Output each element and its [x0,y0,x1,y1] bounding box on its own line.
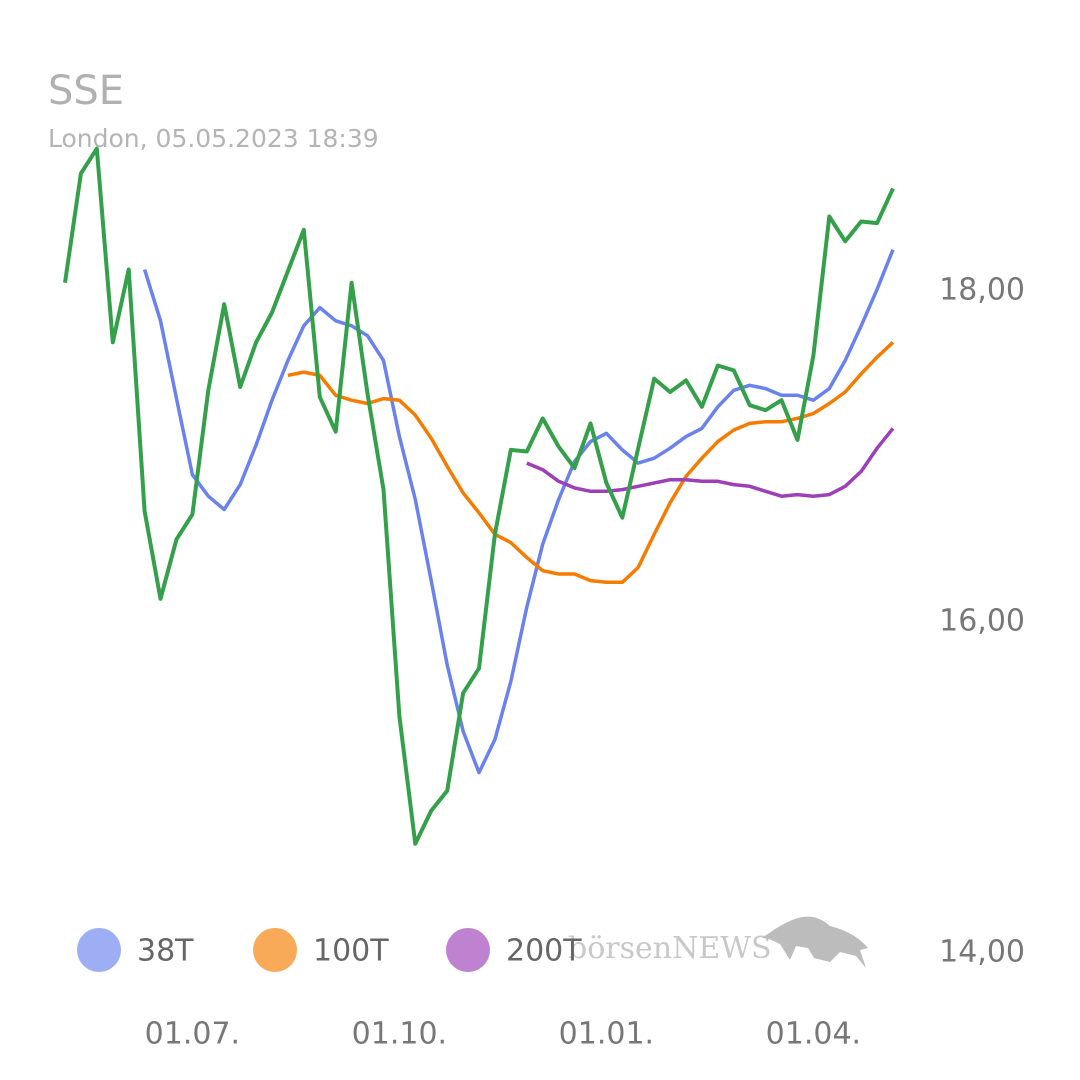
legend-label: 100T [313,934,389,969]
chart-title: SSE [48,68,124,114]
x-tick-label: 01.10. [352,1017,447,1052]
y-tick-label: 18,00 [939,273,1025,308]
series-line [142,248,895,775]
legend-swatch [253,928,297,972]
x-tick-label: 01.01. [559,1017,654,1052]
chart-subtitle: London, 05.05.2023 18:39 [48,124,379,153]
series-line [63,146,895,846]
y-tick-label: 16,00 [939,604,1025,639]
series-line [287,341,895,585]
watermark: börsenNEWS [568,931,772,966]
series-line [526,427,895,498]
y-tick-label: 14,00 [939,935,1025,970]
legend-swatch [77,928,121,972]
legend-swatch [446,928,490,972]
x-tick-label: 01.07. [145,1017,240,1052]
x-tick-label: 01.04. [766,1017,861,1052]
legend-label: 38T [137,934,194,969]
watermark-bull [762,916,868,968]
legend-label: 200T [506,934,582,969]
